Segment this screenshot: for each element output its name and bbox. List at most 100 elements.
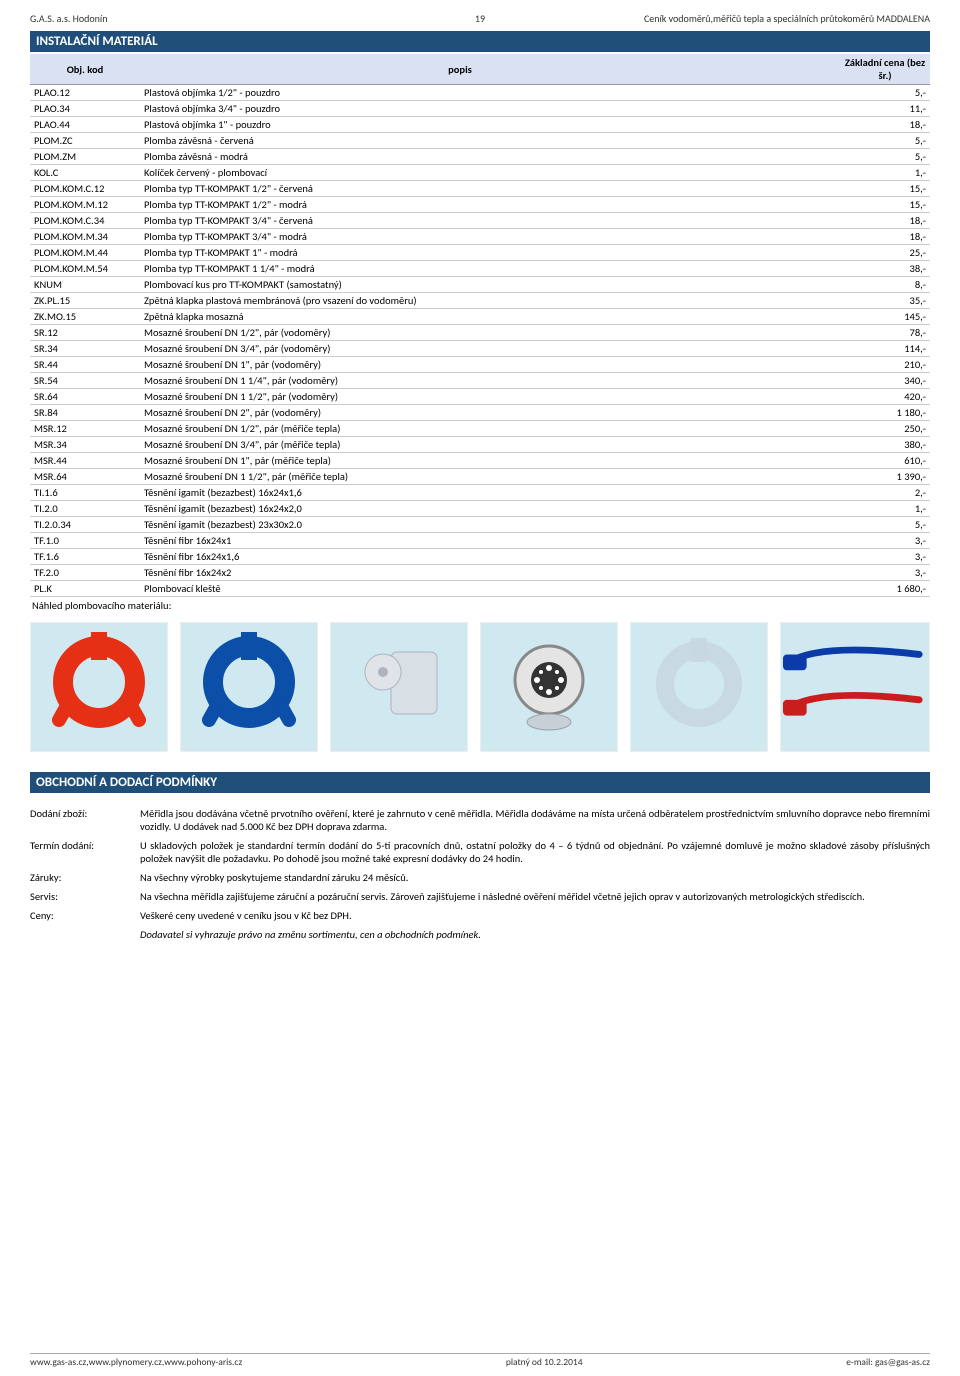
- cell-price: 610,-: [840, 453, 930, 469]
- cell-code: TI.2.0: [30, 501, 140, 517]
- table-row: SR.64Mosazné šroubení DN 1 1/2", pár (vo…: [30, 389, 930, 405]
- cell-code: PLOM.KOM.C.12: [30, 181, 140, 197]
- cell-code: PLAO.44: [30, 117, 140, 133]
- table-row: KOL.CKolíček červený - plombovací1,-: [30, 165, 930, 181]
- cell-code: SR.34: [30, 341, 140, 357]
- cell-mid: [780, 197, 840, 213]
- cell-mid: [780, 181, 840, 197]
- cell-desc: Mosazné šroubení DN 1 1/4", pár (vodoměr…: [140, 373, 780, 389]
- terms-label: Dodání zboží:: [30, 807, 140, 833]
- cell-code: SR.54: [30, 373, 140, 389]
- page-footer: www.gas-as.cz,www.plynomery.cz,www.pohon…: [30, 1353, 930, 1368]
- cell-desc: Mosazné šroubení DN 1/2", pár (vodoměry): [140, 325, 780, 341]
- cell-desc: Těsnění igamit (bezazbest) 23x30x2.0: [140, 517, 780, 533]
- cell-desc: Plastová objímka 3/4" - pouzdro: [140, 101, 780, 117]
- table-row: KNUMPlombovací kus pro TT-KOMPAKT (samos…: [30, 277, 930, 293]
- table-row: SR.12Mosazné šroubení DN 1/2", pár (vodo…: [30, 325, 930, 341]
- cell-code: PLOM.KOM.M.34: [30, 229, 140, 245]
- page-header: G.A.S. a.s. Hodonín 19 Ceník vodoměrů,mě…: [30, 12, 930, 25]
- terms-label: Termín dodání:: [30, 839, 140, 865]
- cell-mid: [780, 533, 840, 549]
- cell-price: 1,-: [840, 501, 930, 517]
- cell-code: PLOM.KOM.M.12: [30, 197, 140, 213]
- section-title-materials: INSTALAČNÍ MATERIÁL: [30, 31, 930, 52]
- cell-mid: [780, 469, 840, 485]
- cell-mid: [780, 229, 840, 245]
- table-row: ZK.MO.15Zpětná klapka mosazná145,-: [30, 309, 930, 325]
- img-blue-clamp: [180, 622, 318, 752]
- cell-price: 18,-: [840, 117, 930, 133]
- cell-code: PLOM.KOM.C.34: [30, 213, 140, 229]
- table-row: PL.KPlombovací kleště1 680,-: [30, 581, 930, 597]
- price-table: Obj. kod popis Základní cena (bez šr.) P…: [30, 54, 930, 597]
- table-row: MSR.12Mosazné šroubení DN 1/2", pár (měř…: [30, 421, 930, 437]
- terms-block: Dodání zboží:Měřidla jsou dodávána včetn…: [30, 807, 930, 941]
- cell-mid: [780, 213, 840, 229]
- table-row: PLOM.KOM.M.34Plomba typ TT-KOMPAKT 3/4" …: [30, 229, 930, 245]
- cell-desc: Plombovací kleště: [140, 581, 780, 597]
- cell-mid: [780, 389, 840, 405]
- table-row: PLOM.ZCPlomba závěsná - červená5,-: [30, 133, 930, 149]
- cell-price: 210,-: [840, 357, 930, 373]
- cell-code: TI.2.0.34: [30, 517, 140, 533]
- terms-row: Záruky:Na všechny výrobky poskytujeme st…: [30, 871, 930, 884]
- cell-price: 38,-: [840, 261, 930, 277]
- th-desc: popis: [140, 54, 780, 85]
- cell-mid: [780, 117, 840, 133]
- header-left: G.A.S. a.s. Hodonín: [30, 12, 108, 25]
- cell-mid: [780, 421, 840, 437]
- img-straps: [780, 622, 930, 752]
- table-row: TF.1.6Těsnění fibr 16x24x1,63,-: [30, 549, 930, 565]
- terms-row-italic: Dodavatel si vyhrazuje právo na změnu so…: [30, 928, 930, 941]
- cell-code: SR.12: [30, 325, 140, 341]
- cell-code: MSR.12: [30, 421, 140, 437]
- cell-price: 5,-: [840, 149, 930, 165]
- cell-price: 250,-: [840, 421, 930, 437]
- cell-desc: Plastová objímka 1" - pouzdro: [140, 117, 780, 133]
- cell-mid: [780, 581, 840, 597]
- cell-code: SR.44: [30, 357, 140, 373]
- cell-price: 340,-: [840, 373, 930, 389]
- cell-code: PLOM.KOM.M.44: [30, 245, 140, 261]
- footer-right: e-mail: gas@gas-as.cz: [846, 1356, 930, 1368]
- cell-code: PLOM.ZM: [30, 149, 140, 165]
- cell-desc: Těsnění fibr 16x24x1: [140, 533, 780, 549]
- cell-desc: Mosazné šroubení DN 1 1/2", pár (měřiče …: [140, 469, 780, 485]
- cell-desc: Mosazné šroubení DN 1 1/2", pár (vodoměr…: [140, 389, 780, 405]
- cell-desc: Plomba typ TT-KOMPAKT 1" - modrá: [140, 245, 780, 261]
- cell-desc: Mosazné šroubení DN 1", pár (vodoměry): [140, 357, 780, 373]
- img-red-clamp: [30, 622, 168, 752]
- cell-code: TF.1.0: [30, 533, 140, 549]
- cell-desc: Plomba závěsná - červená: [140, 133, 780, 149]
- cell-price: 11,-: [840, 101, 930, 117]
- cell-price: 25,-: [840, 245, 930, 261]
- cell-desc: Zpětná klapka mosazná: [140, 309, 780, 325]
- cell-desc: Plomba typ TT-KOMPAKT 1 1/4" - modrá: [140, 261, 780, 277]
- terms-label: Ceny:: [30, 909, 140, 922]
- cell-price: 15,-: [840, 181, 930, 197]
- cell-price: 5,-: [840, 85, 930, 101]
- cell-price: 18,-: [840, 213, 930, 229]
- table-row: PLOM.KOM.M.12Plomba typ TT-KOMPAKT 1/2" …: [30, 197, 930, 213]
- cell-mid: [780, 565, 840, 581]
- terms-row: Ceny:Veškeré ceny uvedené v ceníku jsou …: [30, 909, 930, 922]
- table-row: SR.54Mosazné šroubení DN 1 1/4", pár (vo…: [30, 373, 930, 389]
- cell-desc: Plomba typ TT-KOMPAKT 1/2" - červená: [140, 181, 780, 197]
- cell-code: PLAO.12: [30, 85, 140, 101]
- cell-mid: [780, 85, 840, 101]
- cell-code: MSR.64: [30, 469, 140, 485]
- cell-desc: Zpětná klapka plastová membránová (pro v…: [140, 293, 780, 309]
- cell-price: 3,-: [840, 549, 930, 565]
- cell-code: PLAO.34: [30, 101, 140, 117]
- cell-mid: [780, 485, 840, 501]
- cell-mid: [780, 373, 840, 389]
- cell-price: 15,-: [840, 197, 930, 213]
- cell-mid: [780, 309, 840, 325]
- cell-desc: Kolíček červený - plombovací: [140, 165, 780, 181]
- terms-row: Servis:Na všechna měřidla zajišťujeme zá…: [30, 890, 930, 903]
- table-row: PLOM.KOM.C.12Plomba typ TT-KOMPAKT 1/2" …: [30, 181, 930, 197]
- cell-desc: Těsnění fibr 16x24x1,6: [140, 549, 780, 565]
- cell-code: PL.K: [30, 581, 140, 597]
- header-right: Ceník vodoměrů,měřičů tepla a speciálníc…: [644, 12, 930, 25]
- terms-row: Dodání zboží:Měřidla jsou dodávána včetn…: [30, 807, 930, 833]
